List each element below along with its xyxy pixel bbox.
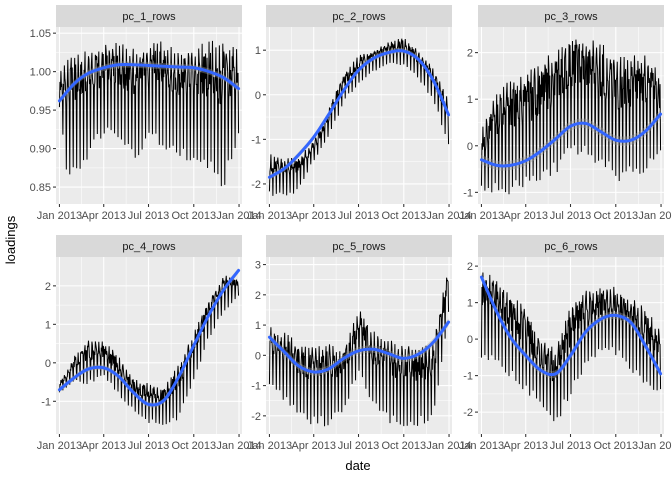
y-tick-label: -1 bbox=[251, 381, 261, 393]
raw-series-line bbox=[268, 277, 450, 427]
y-tick-label: 1 bbox=[467, 94, 473, 106]
x-tick-label: Apr 2013 bbox=[503, 440, 548, 452]
x-tick-label: Jan 2014 bbox=[638, 210, 672, 222]
y-tick-label: 0.95 bbox=[30, 105, 51, 117]
x-tick-label: Apr 2013 bbox=[81, 210, 126, 222]
facet-strip-label: pc_3_rows bbox=[544, 11, 598, 23]
x-tick-label: Jan 2013 bbox=[37, 210, 82, 222]
y-tick-label: 1 bbox=[467, 298, 473, 310]
smooth-confidence-band bbox=[269, 318, 449, 376]
raw-series-line bbox=[268, 38, 450, 196]
facet-strip bbox=[56, 235, 242, 257]
y-tick-label: 1.05 bbox=[30, 28, 51, 40]
y-tick-label: 2 bbox=[45, 281, 51, 293]
y-tick-label: 3 bbox=[255, 260, 261, 272]
x-tick-label: Jan 2013 bbox=[459, 210, 504, 222]
x-tick-label: Jul 2013 bbox=[338, 440, 380, 452]
x-tick-label: Jan 2014 bbox=[426, 440, 471, 452]
x-tick-label: Oct 2013 bbox=[381, 210, 426, 222]
x-tick-label: Jan 2013 bbox=[247, 210, 292, 222]
y-tick-label: 1.00 bbox=[30, 67, 51, 79]
x-tick-label: Jul 2013 bbox=[550, 210, 592, 222]
y-tick-label: -1 bbox=[251, 134, 261, 146]
y-tick-label: 1 bbox=[255, 320, 261, 332]
x-tick-label: Jul 2013 bbox=[550, 440, 592, 452]
smooth-trend-line bbox=[479, 275, 663, 377]
x-tick-label: Jan 2013 bbox=[459, 440, 504, 452]
x-tick-label: Jul 2013 bbox=[338, 210, 380, 222]
facet-panel-5: pc_5_rows -2 -1 0 1 2 3 Jan 2013 Apr 2013 Jul 201… bbox=[247, 235, 472, 452]
y-tick-label: 0.90 bbox=[30, 144, 51, 156]
facet-strip bbox=[478, 5, 664, 27]
x-tick-label: Jan 2013 bbox=[37, 440, 82, 452]
x-tick-label: Jan 2014 bbox=[638, 440, 672, 452]
y-tick-label: 0.85 bbox=[30, 182, 51, 194]
raw-series-line bbox=[480, 272, 662, 422]
x-tick-label: Jan 2013 bbox=[247, 440, 292, 452]
y-tick-label: -2 bbox=[463, 407, 473, 419]
y-axis-title: loadings bbox=[3, 215, 18, 264]
facet-panel-1: pc_1_rows 0.85 0.90 0.95 1.00 1.05 Jan 2013 Apr… bbox=[30, 5, 262, 222]
x-tick-label: Oct 2013 bbox=[593, 440, 638, 452]
x-tick-label: Jan 2014 bbox=[216, 440, 261, 452]
y-tick-label: 0 bbox=[467, 334, 473, 346]
facet-panel-3: pc_3_rows -1 0 1 2 Jan 2013 Apr 2013 Jul 2013 Oc… bbox=[459, 5, 672, 222]
x-tick-label: Apr 2013 bbox=[291, 210, 336, 222]
x-tick-label: Apr 2013 bbox=[81, 440, 126, 452]
y-tick-label: -1 bbox=[463, 371, 473, 383]
y-tick-label: -1 bbox=[463, 187, 473, 199]
x-axis-title: date bbox=[345, 458, 370, 473]
x-tick-label: Jan 2014 bbox=[216, 210, 261, 222]
facet-strip-label: pc_1_rows bbox=[122, 11, 176, 23]
raw-series-line bbox=[480, 39, 662, 195]
facet-strip-label: pc_5_rows bbox=[332, 241, 386, 253]
facet-strip bbox=[478, 235, 664, 257]
y-tick-label: 1 bbox=[45, 319, 51, 331]
facet-panel-6: pc_6_rows -2 -1 0 1 2 Jan 2013 Apr 2013 Jul 2013… bbox=[459, 235, 672, 452]
raw-series-line bbox=[58, 275, 240, 425]
smooth-trend-line bbox=[57, 268, 241, 407]
facet-strip bbox=[56, 5, 242, 27]
y-tick-label: -2 bbox=[251, 411, 261, 423]
smooth-trend-line bbox=[267, 49, 451, 179]
facet-strip bbox=[266, 235, 452, 257]
smooth-trend-line bbox=[267, 320, 451, 374]
x-tick-label: Apr 2013 bbox=[291, 440, 336, 452]
facet-panel-4: pc_4_rows -1 0 1 2 Jan 2013 Apr 2013 Jul 2013 Oc… bbox=[37, 235, 262, 452]
x-tick-label: Jan 2014 bbox=[426, 210, 471, 222]
x-tick-label: Oct 2013 bbox=[593, 210, 638, 222]
y-tick-label: -2 bbox=[251, 179, 261, 191]
facet-strip-label: pc_2_rows bbox=[332, 11, 386, 23]
facet-strip bbox=[266, 5, 452, 27]
y-tick-label: 2 bbox=[467, 261, 473, 273]
x-tick-label: Oct 2013 bbox=[171, 440, 216, 452]
facet-strip-label: pc_4_rows bbox=[122, 241, 176, 253]
y-tick-label: 0 bbox=[45, 358, 51, 370]
x-tick-label: Oct 2013 bbox=[171, 210, 216, 222]
x-tick-label: Apr 2013 bbox=[503, 210, 548, 222]
facet-panel-2: pc_2_rows -2 -1 0 1 Jan 2013 Apr 2013 Jul 2013 O… bbox=[247, 5, 472, 222]
y-tick-label: 0 bbox=[467, 141, 473, 153]
y-tick-label: 2 bbox=[255, 290, 261, 302]
x-tick-label: Jul 2013 bbox=[128, 440, 170, 452]
x-tick-label: Jul 2013 bbox=[128, 210, 170, 222]
y-tick-label: 0 bbox=[255, 90, 261, 102]
y-tick-label: 1 bbox=[255, 45, 261, 57]
y-tick-label: 2 bbox=[467, 48, 473, 60]
x-tick-label: Oct 2013 bbox=[381, 440, 426, 452]
y-tick-label: 0 bbox=[255, 350, 261, 362]
smooth-trend-line bbox=[57, 62, 241, 103]
smooth-trend-line bbox=[479, 112, 663, 168]
y-tick-label: -1 bbox=[41, 396, 51, 408]
facet-strip-label: pc_6_rows bbox=[544, 241, 598, 253]
